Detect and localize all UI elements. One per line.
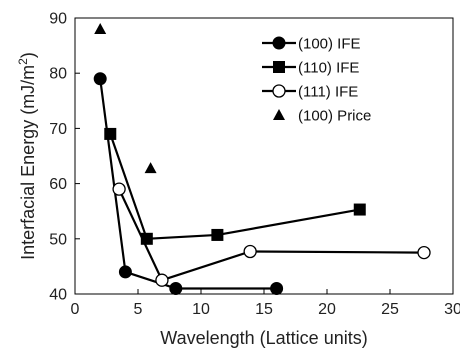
series-3-point — [417, 245, 431, 260]
axes-layer: 0 5 10 15 20 25 30 40 50 60 70 80 90 — [49, 11, 460, 319]
y-tick-label: 60 — [49, 176, 67, 193]
x-tick-label: 20 — [318, 301, 336, 318]
plot-layer — [93, 23, 431, 295]
y-tick-label: 40 — [49, 287, 67, 304]
series-1-point — [118, 265, 132, 279]
legend-item-4-label: (100) Price — [298, 108, 371, 125]
legend-item-2-marker — [273, 61, 285, 73]
y-axis-title-main: Interfacial Energy (mJ/m — [18, 65, 38, 260]
series-2-point — [353, 203, 366, 216]
x-tick-label: 5 — [134, 301, 143, 318]
legend-item-2-label: (110) IFE — [298, 60, 359, 77]
series-4-point — [144, 162, 157, 174]
series-4-point — [94, 23, 107, 35]
legend-item-1-marker — [272, 36, 286, 50]
y-tick-label: 90 — [49, 11, 67, 28]
series-1-line — [99, 78, 277, 290]
x-tick-label: 0 — [71, 301, 80, 318]
series-3-point — [112, 182, 126, 196]
y-tick-label: 50 — [49, 231, 67, 248]
series-2-line — [109, 133, 360, 240]
x-tick-label: 15 — [255, 301, 273, 318]
series-1-point — [93, 72, 107, 86]
series-2-point — [140, 232, 153, 245]
series-3-point — [243, 244, 257, 259]
series-1-point — [270, 281, 284, 295]
y-tick-label: 80 — [49, 66, 67, 83]
series-2-point — [211, 228, 224, 241]
series-3-line — [118, 188, 425, 282]
legend-item-3-marker — [272, 84, 286, 98]
x-axis-title: Wavelength (Lattice units) — [160, 328, 367, 348]
x-tick-label: 30 — [444, 301, 460, 318]
legend: (100) IFE (110) IFE (111) IFE (100) Price — [262, 36, 371, 125]
legend-item-3-label: (111) IFE — [298, 84, 358, 101]
legend-item-4-marker — [273, 109, 285, 120]
series-1-point — [169, 281, 183, 295]
y-axis-title-close: ) — [18, 52, 38, 58]
legend-item-1-label: (100) IFE — [298, 36, 361, 53]
series-2-point — [104, 127, 117, 140]
y-tick-label: 70 — [49, 121, 67, 138]
y-axis-title: Interfacial Energy (mJ/m2) — [16, 52, 38, 260]
x-tick-label: 25 — [381, 301, 399, 318]
y-axis-title-superscript: 2 — [16, 58, 30, 65]
series-3-point — [155, 273, 169, 287]
x-tick-label: 10 — [192, 301, 210, 318]
